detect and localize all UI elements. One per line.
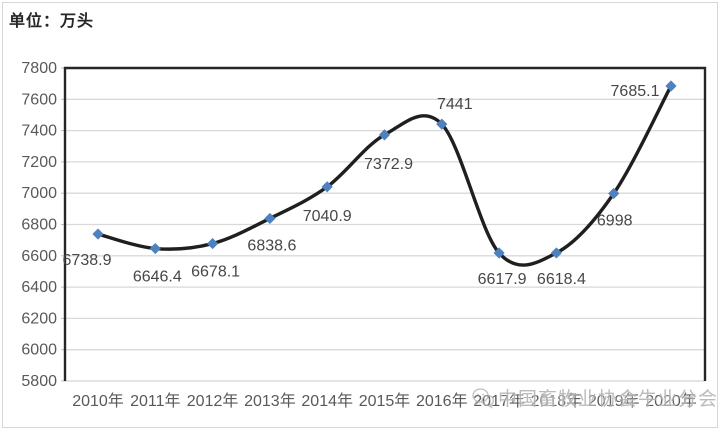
data-point-marker xyxy=(493,247,505,259)
data-label: 7441 xyxy=(437,96,473,113)
data-label: 6998 xyxy=(597,213,633,230)
x-tick-label: 2012年 xyxy=(187,392,239,410)
series-line xyxy=(96,84,673,267)
data-label: 6646.4 xyxy=(133,269,182,286)
line-chart: 5800 6000 6200 6400 6600 6800 7000 7200 7400 7600… xyxy=(21,60,707,410)
data-point-marker xyxy=(378,129,391,141)
y-tick-label: 7600 xyxy=(21,91,57,108)
x-tick-label: 2015年 xyxy=(359,392,411,410)
y-tick-label: 7400 xyxy=(21,123,57,140)
chart-frame: 单位：万头 5800 6000 6200 6400 6600 6800 7000 7200 74… xyxy=(2,2,718,428)
x-tick-label: 2010年 xyxy=(72,392,124,410)
x-tick-label: 2019年 xyxy=(588,392,640,410)
y-tick-label: 7000 xyxy=(21,185,57,202)
y-tick-label: 5800 xyxy=(21,373,57,390)
plot-border xyxy=(63,66,707,381)
data-point-marker xyxy=(264,212,276,225)
unit-label: 单位：万头 xyxy=(9,13,95,30)
data-label: 7685.1 xyxy=(611,83,660,100)
data-label: 7040.9 xyxy=(303,208,352,225)
y-tick-label: 7200 xyxy=(21,154,57,171)
x-tick-label: 2020年 xyxy=(645,392,697,410)
data-label: 6617.9 xyxy=(478,271,527,288)
x-tick-label: 2013年 xyxy=(244,392,296,410)
y-tick-label: 6800 xyxy=(21,217,57,234)
data-label: 7372.9 xyxy=(364,156,413,173)
data-point-marker xyxy=(436,118,448,130)
y-tick-label: 6400 xyxy=(21,279,57,296)
y-tick-label: 7800 xyxy=(21,60,57,77)
y-tick-label: 6000 xyxy=(21,342,57,359)
x-tick-label: 2011年 xyxy=(130,392,180,410)
data-point-marker xyxy=(550,247,562,259)
data-label: 6678.1 xyxy=(191,264,240,281)
data-label: 6738.9 xyxy=(63,252,112,269)
data-label: 6838.6 xyxy=(247,237,296,254)
x-tick-label: 2014年 xyxy=(301,392,353,410)
data-point-marker xyxy=(92,228,104,240)
data-point-marker xyxy=(207,237,219,250)
x-tick-label: 2017年 xyxy=(473,392,525,410)
data-point-marker xyxy=(321,181,333,193)
y-tick-label: 6600 xyxy=(21,248,57,265)
data-point-marker xyxy=(665,80,677,92)
y-tick-label: 6200 xyxy=(21,310,57,327)
x-tick-label: 2016年 xyxy=(416,392,468,410)
data-label: 6618.4 xyxy=(537,271,586,288)
data-point-marker xyxy=(608,187,620,200)
x-tick-label: 2018年 xyxy=(531,392,583,410)
data-point-marker xyxy=(149,242,161,255)
